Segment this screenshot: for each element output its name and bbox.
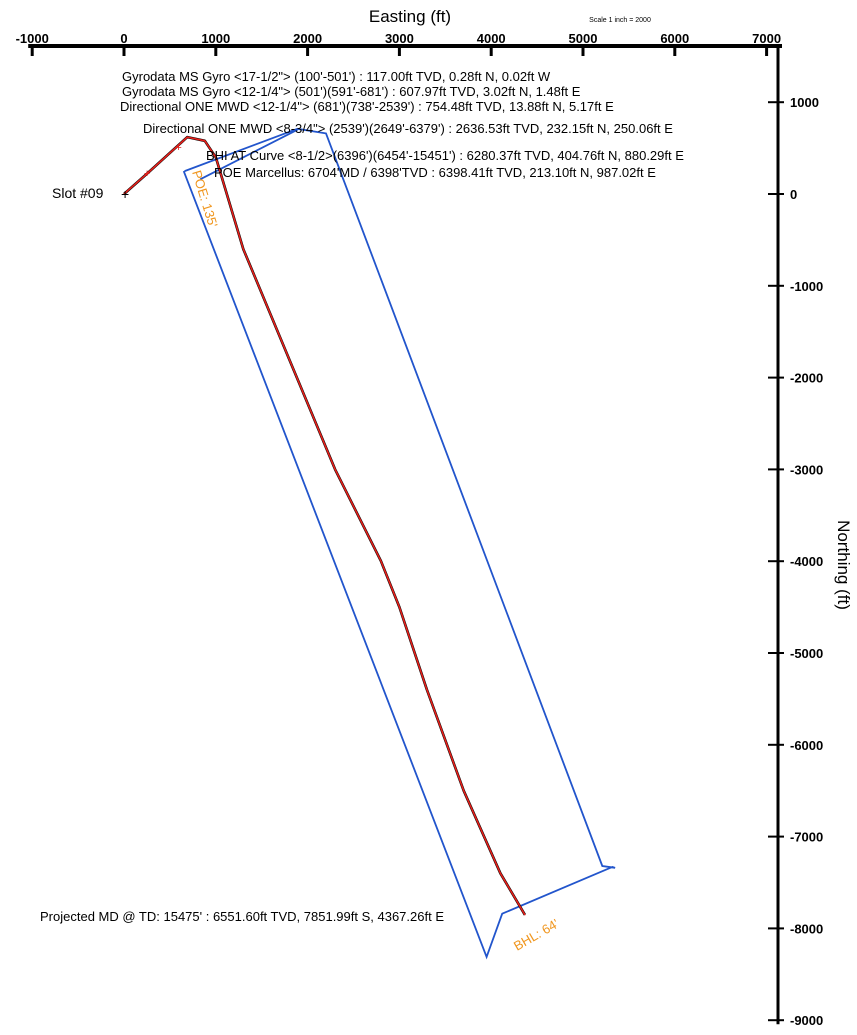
x-tick-label: 4000	[477, 31, 506, 46]
wellbore-line	[123, 136, 526, 916]
bhl-label: BHL: 64'	[511, 916, 561, 954]
y-tick-label: 0	[790, 187, 797, 202]
wellbore-point	[499, 872, 501, 874]
annotation-mwd-8: Directional ONE MWD <8-3/4"> (2539')(264…	[143, 121, 673, 136]
survey-marker: +	[175, 142, 181, 154]
y-tick-label: -8000	[790, 921, 823, 936]
x-tick-label: 6000	[660, 31, 689, 46]
annotation-td: Projected MD @ TD: 15475' : 6551.60ft TV…	[40, 909, 444, 924]
y-tick-label: -4000	[790, 554, 823, 569]
annotation-gyro-12: Gyrodata MS Gyro <12-1/4"> (501')(591'-6…	[122, 84, 581, 99]
y-tick-label: -7000	[790, 830, 823, 845]
wellbore-point	[380, 560, 382, 562]
y-tick-label: -5000	[790, 646, 823, 661]
y-tick-label: 1000	[790, 95, 819, 110]
lease-boundary	[182, 127, 616, 960]
wellbore-point	[242, 248, 244, 250]
boundary-outline	[182, 127, 616, 960]
wellbore-point	[215, 156, 217, 158]
y-tick-label: -3000	[790, 462, 823, 477]
slot-label: Slot #09	[52, 185, 104, 201]
wellbore-point	[288, 358, 290, 360]
y-tick-label: -1000	[790, 279, 823, 294]
annotation-poe: POE Marcellus: 6704'MD / 6398'TVD : 6398…	[214, 165, 656, 180]
y-tick-label: -6000	[790, 738, 823, 753]
annotation-bhi: BHI AT Curve <8-1/2>(6396')(6454'-15451'…	[206, 148, 684, 163]
wellbore-point	[204, 140, 206, 142]
x-tick-label: 7000	[752, 31, 781, 46]
wellbore-point	[334, 468, 336, 470]
y-tick-label: -9000	[790, 1013, 823, 1028]
x-axis-title: Easting (ft)	[369, 7, 451, 26]
survey-marker: +	[144, 168, 150, 180]
wellbore-point	[123, 193, 125, 195]
wellbore-shadow-line	[123, 135, 527, 916]
boundary-inner-edge	[199, 128, 298, 181]
x-tick-label: -1000	[16, 31, 49, 46]
y-axis-title: Northing (ft)	[834, 520, 853, 610]
wellbore-point	[186, 136, 188, 138]
x-tick-label: 2000	[293, 31, 322, 46]
wellbore-point	[398, 606, 400, 608]
axes: -1000 0 1000 2000 3000 4000 5000 6000 7000 1000 0 -…	[16, 31, 824, 1028]
wellbore-point	[426, 689, 428, 691]
wellbore-point	[147, 172, 149, 174]
x-tick-label: 1000	[201, 31, 230, 46]
x-tick-label: 5000	[569, 31, 598, 46]
x-tick-label: 3000	[385, 31, 414, 46]
wellbore-point	[463, 790, 465, 792]
y-tick-label: -2000	[790, 371, 823, 386]
slot-marker: +	[121, 186, 129, 202]
scale-note: Scale 1 inch = 2000	[589, 17, 651, 24]
annotation-gyro-17: Gyrodata MS Gyro <17-1/2"> (100'-501') :…	[122, 69, 551, 84]
x-tick-label: 0	[120, 31, 127, 46]
wellbore-point	[524, 914, 526, 916]
wellbore-path: ++	[123, 135, 527, 916]
annotation-mwd-12: Directional ONE MWD <12-1/4"> (681')(738…	[120, 99, 614, 114]
